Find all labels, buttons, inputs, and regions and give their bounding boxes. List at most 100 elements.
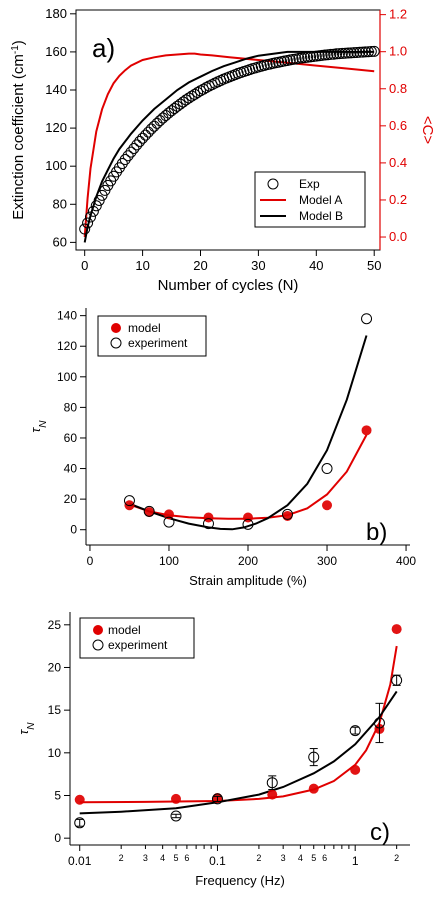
legend-label: experiment bbox=[128, 336, 188, 350]
y-axis-label: Extinction coefficient (cm-1) bbox=[10, 40, 28, 220]
x-tick-label: 1 bbox=[352, 854, 359, 868]
x-tick-label: 100 bbox=[159, 554, 179, 568]
data-point-experiment bbox=[325, 48, 337, 60]
data-point-experiment bbox=[336, 47, 348, 59]
y-axis-label-main: Extinction coefficient (cm bbox=[10, 54, 27, 220]
panel-label: c) bbox=[370, 819, 390, 846]
data-point-model bbox=[74, 794, 85, 805]
data-point-model bbox=[144, 507, 155, 518]
data-point-model bbox=[391, 624, 402, 635]
x-tick-label: 40 bbox=[309, 258, 323, 273]
x-minor-tick-label: 5 bbox=[311, 853, 316, 863]
data-point-experiment bbox=[139, 129, 151, 141]
x-tick-label: 0 bbox=[87, 554, 94, 568]
data-point-experiment bbox=[183, 92, 195, 104]
y-tick-label: 60 bbox=[64, 431, 78, 445]
series-line-experiment-fit bbox=[79, 690, 398, 815]
x-minor-tick-label: 3 bbox=[143, 853, 148, 863]
data-point-experiment bbox=[354, 46, 366, 58]
data-point-experiment bbox=[84, 211, 96, 223]
data-point-experiment bbox=[189, 88, 201, 100]
y-tick-label: 60 bbox=[53, 234, 67, 249]
legend-label: Model B bbox=[299, 209, 343, 223]
legend-label: model bbox=[108, 623, 141, 637]
y-axis-label: τN bbox=[16, 722, 37, 735]
panel-label: b) bbox=[366, 519, 387, 546]
y-tick-label: 80 bbox=[64, 400, 78, 414]
y-tick-label: 120 bbox=[45, 120, 67, 135]
data-point-experiment bbox=[151, 117, 163, 129]
data-point-model bbox=[267, 789, 278, 800]
x-minor-tick-label: 4 bbox=[160, 853, 165, 863]
y-tick-label: 140 bbox=[57, 309, 77, 323]
x-minor-tick-label: 2 bbox=[256, 853, 261, 863]
y-axis-label-sub: N bbox=[26, 722, 37, 730]
data-point-experiment bbox=[391, 674, 403, 686]
panel-b-chart: 0 100 200 300 400 0 20 40 60 80 100 120 140 Strain am… bbox=[28, 308, 416, 588]
x-tick-label: 200 bbox=[238, 554, 258, 568]
data-point-experiment bbox=[321, 463, 333, 475]
series-line-model-fit bbox=[79, 645, 398, 804]
x-axis-label: Strain amplitude (%) bbox=[189, 573, 307, 588]
data-point-experiment bbox=[93, 194, 105, 206]
data-point-experiment bbox=[365, 46, 377, 58]
data-point-experiment bbox=[143, 505, 155, 517]
legend-label: model bbox=[128, 321, 161, 335]
data-point-experiment bbox=[137, 132, 149, 144]
x-minor-tick-label: 4 bbox=[298, 853, 303, 863]
data-point-experiment bbox=[361, 313, 373, 325]
data-point-experiment bbox=[333, 48, 345, 60]
data-point-experiment bbox=[128, 142, 140, 154]
data-point-model bbox=[203, 512, 214, 523]
y-axis-label: τN bbox=[28, 420, 49, 433]
data-point-experiment bbox=[145, 123, 157, 135]
data-point-experiment bbox=[197, 83, 209, 95]
data-point-experiment bbox=[211, 793, 223, 805]
data-point-experiment bbox=[357, 46, 369, 58]
y-tick-label: 10 bbox=[48, 746, 62, 760]
legend-swatch-filled bbox=[111, 323, 121, 333]
y2-tick-label: 0.0 bbox=[389, 229, 407, 244]
y2-tick-label: 0.6 bbox=[389, 118, 407, 133]
y-axis-label-close: ) bbox=[10, 40, 27, 45]
x-tick-label: 0.01 bbox=[68, 854, 92, 868]
data-point-model bbox=[361, 425, 372, 436]
y2-tick-label: 0.4 bbox=[389, 155, 407, 170]
x-axis-label: Number of cycles (N) bbox=[158, 277, 299, 294]
data-point-experiment bbox=[170, 810, 182, 822]
legend-swatch-filled bbox=[93, 625, 103, 635]
data-point-experiment bbox=[345, 47, 357, 59]
data-point-experiment bbox=[125, 146, 137, 158]
y-tick-label: 140 bbox=[45, 82, 67, 97]
x-minor-tick-label: 6 bbox=[322, 853, 327, 863]
y2-tick-label: 0.2 bbox=[389, 192, 407, 207]
y-axis-label-sup: -1 bbox=[10, 45, 21, 54]
data-point-experiment bbox=[266, 777, 278, 789]
data-point-model bbox=[350, 764, 361, 775]
y-tick-label: 180 bbox=[45, 6, 67, 21]
data-point-experiment bbox=[319, 49, 331, 61]
data-point-experiment bbox=[79, 223, 91, 235]
x-tick-label: 0 bbox=[81, 258, 88, 273]
data-point-experiment bbox=[119, 154, 131, 166]
series-line-experiment-fit bbox=[129, 335, 368, 531]
x-minor-tick-label: 2 bbox=[394, 853, 399, 863]
data-point-experiment bbox=[134, 135, 146, 147]
legend-swatch-open bbox=[110, 337, 122, 349]
data-point-experiment bbox=[122, 150, 134, 162]
data-point-experiment bbox=[154, 115, 166, 127]
y-tick-label: 0 bbox=[70, 523, 77, 537]
x-minor-tick-label: 6 bbox=[184, 853, 189, 863]
data-point-experiment bbox=[148, 120, 160, 132]
legend-label: Model A bbox=[299, 193, 342, 207]
data-point-experiment bbox=[168, 102, 180, 114]
y-tick-label: 100 bbox=[45, 158, 67, 173]
data-point-experiment bbox=[74, 817, 86, 829]
y2-axis-label: <C> bbox=[419, 116, 436, 145]
data-point-experiment bbox=[131, 139, 143, 151]
series-line-model-b bbox=[83, 50, 375, 243]
x-minor-tick-label: 3 bbox=[281, 853, 286, 863]
data-point-experiment bbox=[90, 200, 102, 212]
